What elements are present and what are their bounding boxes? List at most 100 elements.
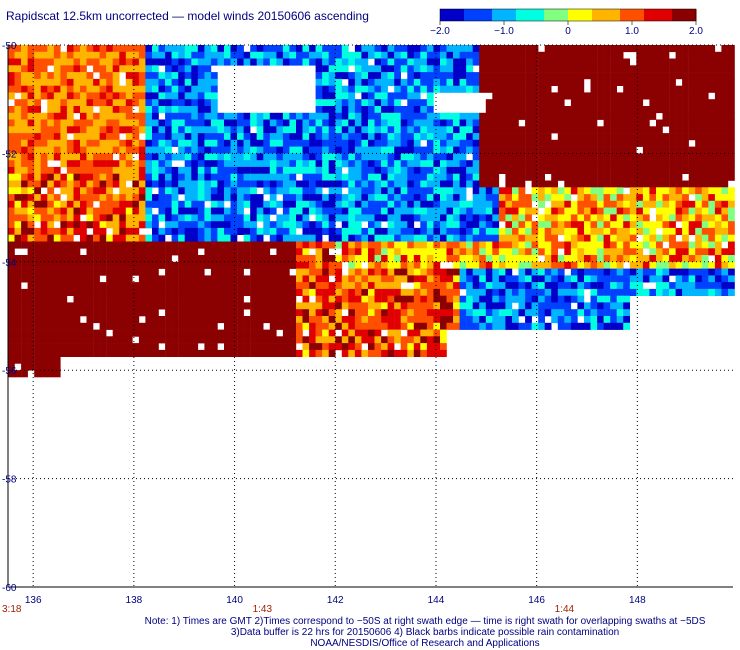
heatmap-cell bbox=[564, 146, 572, 154]
heatmap-cell bbox=[302, 45, 310, 53]
heatmap-cell bbox=[14, 268, 22, 276]
heatmap-cell bbox=[269, 302, 277, 310]
heatmap-cell bbox=[341, 234, 349, 242]
heatmap-cell bbox=[204, 255, 212, 263]
heatmap-cell bbox=[125, 329, 133, 337]
heatmap-cell bbox=[649, 146, 657, 154]
heatmap-cell bbox=[60, 261, 68, 269]
heatmap-cell bbox=[485, 227, 493, 235]
heatmap-cell bbox=[256, 51, 264, 59]
heatmap-cell bbox=[86, 85, 94, 93]
heatmap-cell bbox=[125, 139, 133, 147]
heatmap-cell bbox=[99, 207, 107, 215]
heatmap-cell bbox=[564, 139, 572, 147]
heatmap-cell bbox=[237, 275, 244, 283]
heatmap-cell bbox=[368, 119, 375, 127]
heatmap-cell bbox=[53, 370, 61, 378]
heatmap-cell bbox=[158, 241, 166, 249]
heatmap-cell bbox=[341, 322, 349, 330]
heatmap-cell bbox=[66, 51, 74, 59]
heatmap-cell bbox=[675, 139, 683, 147]
heatmap-cell bbox=[695, 248, 702, 256]
heatmap-cell bbox=[73, 51, 81, 59]
heatmap-cell bbox=[492, 187, 500, 195]
heatmap-cell bbox=[381, 241, 388, 249]
x-tick-label: 142 bbox=[327, 595, 344, 606]
heatmap-cell bbox=[178, 207, 185, 215]
heatmap-cell bbox=[662, 248, 670, 256]
heatmap-cell bbox=[525, 78, 532, 86]
heatmap-cell bbox=[433, 248, 441, 256]
heatmap-cell bbox=[610, 99, 617, 107]
heatmap-cell bbox=[119, 234, 127, 242]
heatmap-cell bbox=[459, 58, 467, 66]
heatmap-cell bbox=[642, 119, 650, 127]
heatmap-cell bbox=[322, 180, 329, 188]
heatmap-cell bbox=[197, 180, 205, 188]
heatmap-cell bbox=[27, 72, 35, 80]
heatmap-cell bbox=[152, 58, 159, 66]
heatmap-cell bbox=[354, 173, 362, 181]
heatmap-cell bbox=[315, 119, 323, 127]
heatmap-cell bbox=[296, 207, 303, 215]
heatmap-cell bbox=[498, 322, 506, 330]
heatmap-cell bbox=[66, 349, 74, 357]
heatmap-cell bbox=[309, 221, 316, 229]
heatmap-cell bbox=[584, 173, 591, 181]
heatmap-cell bbox=[440, 194, 447, 202]
heatmap-cell bbox=[197, 349, 205, 357]
heatmap-cell bbox=[466, 160, 473, 168]
heatmap-cell bbox=[394, 173, 401, 181]
heatmap-cell bbox=[420, 268, 428, 276]
heatmap-cell bbox=[125, 166, 133, 174]
heatmap-cell bbox=[27, 275, 35, 283]
heatmap-cell bbox=[656, 261, 663, 269]
heatmap-cell bbox=[217, 241, 225, 249]
heatmap-cell bbox=[714, 106, 722, 114]
heatmap-cell bbox=[531, 275, 539, 283]
heatmap-cell bbox=[564, 234, 572, 242]
heatmap-cell bbox=[590, 207, 598, 215]
heatmap-cell bbox=[322, 343, 329, 351]
heatmap-cell bbox=[400, 234, 408, 242]
heatmap-cell bbox=[119, 51, 127, 59]
heatmap-cell bbox=[505, 234, 513, 242]
heatmap-cell bbox=[512, 72, 519, 80]
colorbar-cell bbox=[692, 9, 697, 21]
heatmap-cell bbox=[34, 119, 41, 127]
heatmap-cell bbox=[387, 160, 395, 168]
heatmap-cell bbox=[525, 241, 532, 249]
heatmap-cell bbox=[714, 58, 722, 66]
heatmap-cell bbox=[309, 153, 316, 161]
heatmap-cell bbox=[518, 295, 526, 303]
heatmap-cell bbox=[243, 261, 251, 269]
heatmap-cell bbox=[112, 85, 120, 93]
heatmap-cell bbox=[433, 282, 441, 290]
heatmap-cell bbox=[93, 119, 100, 127]
heatmap-cell bbox=[184, 51, 192, 59]
heatmap-cell bbox=[557, 275, 565, 283]
heatmap-cell bbox=[544, 309, 552, 317]
heatmap-cell bbox=[531, 234, 539, 242]
heatmap-cell bbox=[341, 227, 349, 235]
heatmap-cell bbox=[518, 207, 526, 215]
heatmap-cell bbox=[263, 207, 271, 215]
heatmap-cell bbox=[282, 187, 290, 195]
heatmap-cell bbox=[590, 295, 598, 303]
heatmap-cell bbox=[145, 268, 153, 276]
heatmap-cell bbox=[400, 275, 408, 283]
heatmap-cell bbox=[551, 58, 558, 66]
heatmap-cell bbox=[453, 275, 460, 283]
heatmap-cell bbox=[675, 194, 683, 202]
heatmap-cell bbox=[106, 146, 113, 154]
heatmap-cell bbox=[603, 309, 611, 317]
heatmap-cell bbox=[348, 153, 356, 161]
heatmap-cell bbox=[682, 51, 689, 59]
heatmap-cell bbox=[165, 200, 172, 208]
heatmap-cell bbox=[564, 200, 572, 208]
heatmap-cell bbox=[688, 227, 696, 235]
heatmap-cell bbox=[538, 288, 545, 296]
heatmap-cell bbox=[8, 268, 15, 276]
heatmap-cell bbox=[479, 322, 486, 330]
heatmap-cell bbox=[453, 221, 460, 229]
